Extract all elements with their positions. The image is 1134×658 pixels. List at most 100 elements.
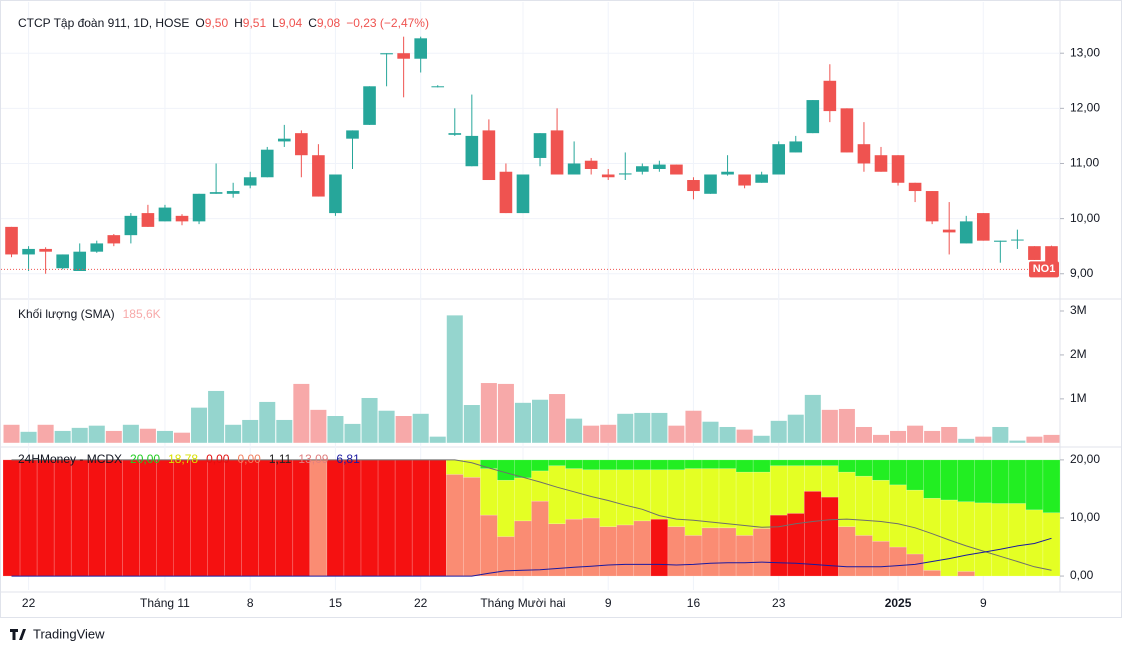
x-tick-label: 8 [247, 596, 254, 610]
candle-body [516, 174, 530, 214]
ohlc-value: 9,50 [205, 16, 229, 30]
volume-bar [634, 412, 651, 443]
y-tick-label: 3M [1070, 303, 1087, 317]
candle-body [1028, 246, 1041, 260]
mcdx-segment [974, 502, 993, 577]
y-tick-label: 9,00 [1070, 266, 1094, 280]
mcdx-segment [769, 514, 788, 577]
candle-body [363, 86, 376, 125]
volume-bar [583, 425, 600, 443]
mcdx-segment [616, 524, 635, 577]
mcdx-segment [650, 459, 669, 471]
candle-body [823, 80, 837, 112]
mcdx-segment [769, 465, 788, 516]
mcdx-segment [616, 469, 635, 526]
mcdx-segment [889, 546, 907, 577]
candle-body [840, 108, 854, 153]
mcdx-segment [752, 471, 771, 529]
candle-body [942, 229, 956, 233]
x-tick-label: Tháng 11 [140, 596, 190, 610]
mcdx-segment [582, 469, 600, 519]
mcdx-line [11, 459, 1052, 571]
candle-body [175, 215, 189, 222]
mcdx-segment [957, 501, 976, 572]
volume-bar [566, 418, 583, 443]
volume-bar [463, 405, 480, 443]
mcdx-segment [684, 468, 703, 536]
candle-body [636, 166, 649, 172]
x-tick-label: 2025 [885, 596, 912, 610]
mcdx-segment [906, 459, 924, 491]
candle-body [124, 215, 138, 236]
mcdx-segment [786, 465, 805, 514]
ohlc-value: 9,04 [279, 16, 303, 30]
volume-bar [532, 399, 549, 443]
mcdx-segment [394, 459, 413, 577]
candle-body [243, 177, 257, 186]
mcdx-legend-value: 0,00 [237, 452, 261, 466]
mcdx-segment [70, 459, 89, 577]
mcdx-segment [906, 489, 924, 555]
x-tick-label: 9 [605, 596, 612, 610]
mcdx-segment [105, 459, 123, 577]
mcdx-segment [548, 459, 566, 466]
candle-body [158, 207, 172, 222]
volume-bar [1026, 436, 1043, 443]
mcdx-segment [838, 459, 856, 473]
mcdx-segment [156, 459, 174, 577]
mcdx-segment [36, 459, 55, 577]
mcdx-segment [446, 474, 464, 577]
candle-body [925, 191, 939, 222]
mcdx-segment [1042, 512, 1061, 577]
y-tick-label: 0,00 [1070, 568, 1094, 582]
y-tick-label: 20,00 [1070, 452, 1100, 466]
x-tick-label: Tháng Mười hai [480, 596, 565, 610]
candle-body [107, 235, 121, 244]
mcdx-segment [599, 469, 617, 527]
volume-bar [191, 407, 208, 443]
mcdx-segment [718, 527, 737, 577]
volume-bar [122, 424, 139, 443]
y-tick-label: 1M [1070, 391, 1087, 405]
candle-body [857, 144, 871, 164]
chart-title: CTCP Tập đoàn 911, 1D, HOSE [18, 16, 189, 30]
volume-bar [753, 435, 770, 443]
candle-body [73, 251, 87, 271]
candle-body [5, 226, 18, 255]
candle-body [908, 182, 922, 192]
mcdx-segment [1042, 459, 1061, 513]
volume-bar [20, 431, 37, 443]
volume-bar [907, 425, 924, 443]
mcdx-segment [838, 526, 856, 577]
volume-bar [685, 410, 702, 443]
mcdx-segment [821, 496, 839, 577]
mcdx-segment [616, 459, 635, 471]
ohlc-label: L [272, 16, 279, 30]
volume-title: Khối lượng (SMA) [18, 307, 115, 321]
mcdx-segment [1008, 503, 1027, 577]
mcdx-title: 24HMoney - MCDX [18, 452, 122, 466]
candle-body [56, 254, 69, 269]
mcdx-segment [480, 514, 498, 577]
candle-body [260, 149, 274, 178]
mcdx-segment [804, 459, 822, 466]
mcdx-segment [411, 459, 430, 577]
mcdx-segment [1008, 459, 1027, 504]
volume-bar [361, 397, 378, 443]
candle-body [312, 155, 325, 197]
price-change: −0,23 (−2,47%) [346, 16, 429, 30]
x-tick-label: 22 [22, 596, 36, 610]
volume-bar [429, 436, 446, 443]
volume-bar [617, 413, 634, 443]
mcdx-segment [241, 459, 259, 577]
mcdx-segment [548, 465, 566, 525]
mcdx-segment [701, 459, 720, 469]
chart-header: CTCP Tập đoàn 911, 1D, HOSE O9,50 H9,51 L9,… [18, 16, 429, 30]
volume-bar [855, 426, 872, 443]
ohlc-label: C [308, 16, 317, 30]
mcdx-segment [173, 459, 191, 577]
mcdx-line [11, 537, 1052, 577]
mcdx-segment [497, 459, 515, 481]
candle-body [448, 133, 462, 135]
volume-bar [770, 420, 787, 443]
